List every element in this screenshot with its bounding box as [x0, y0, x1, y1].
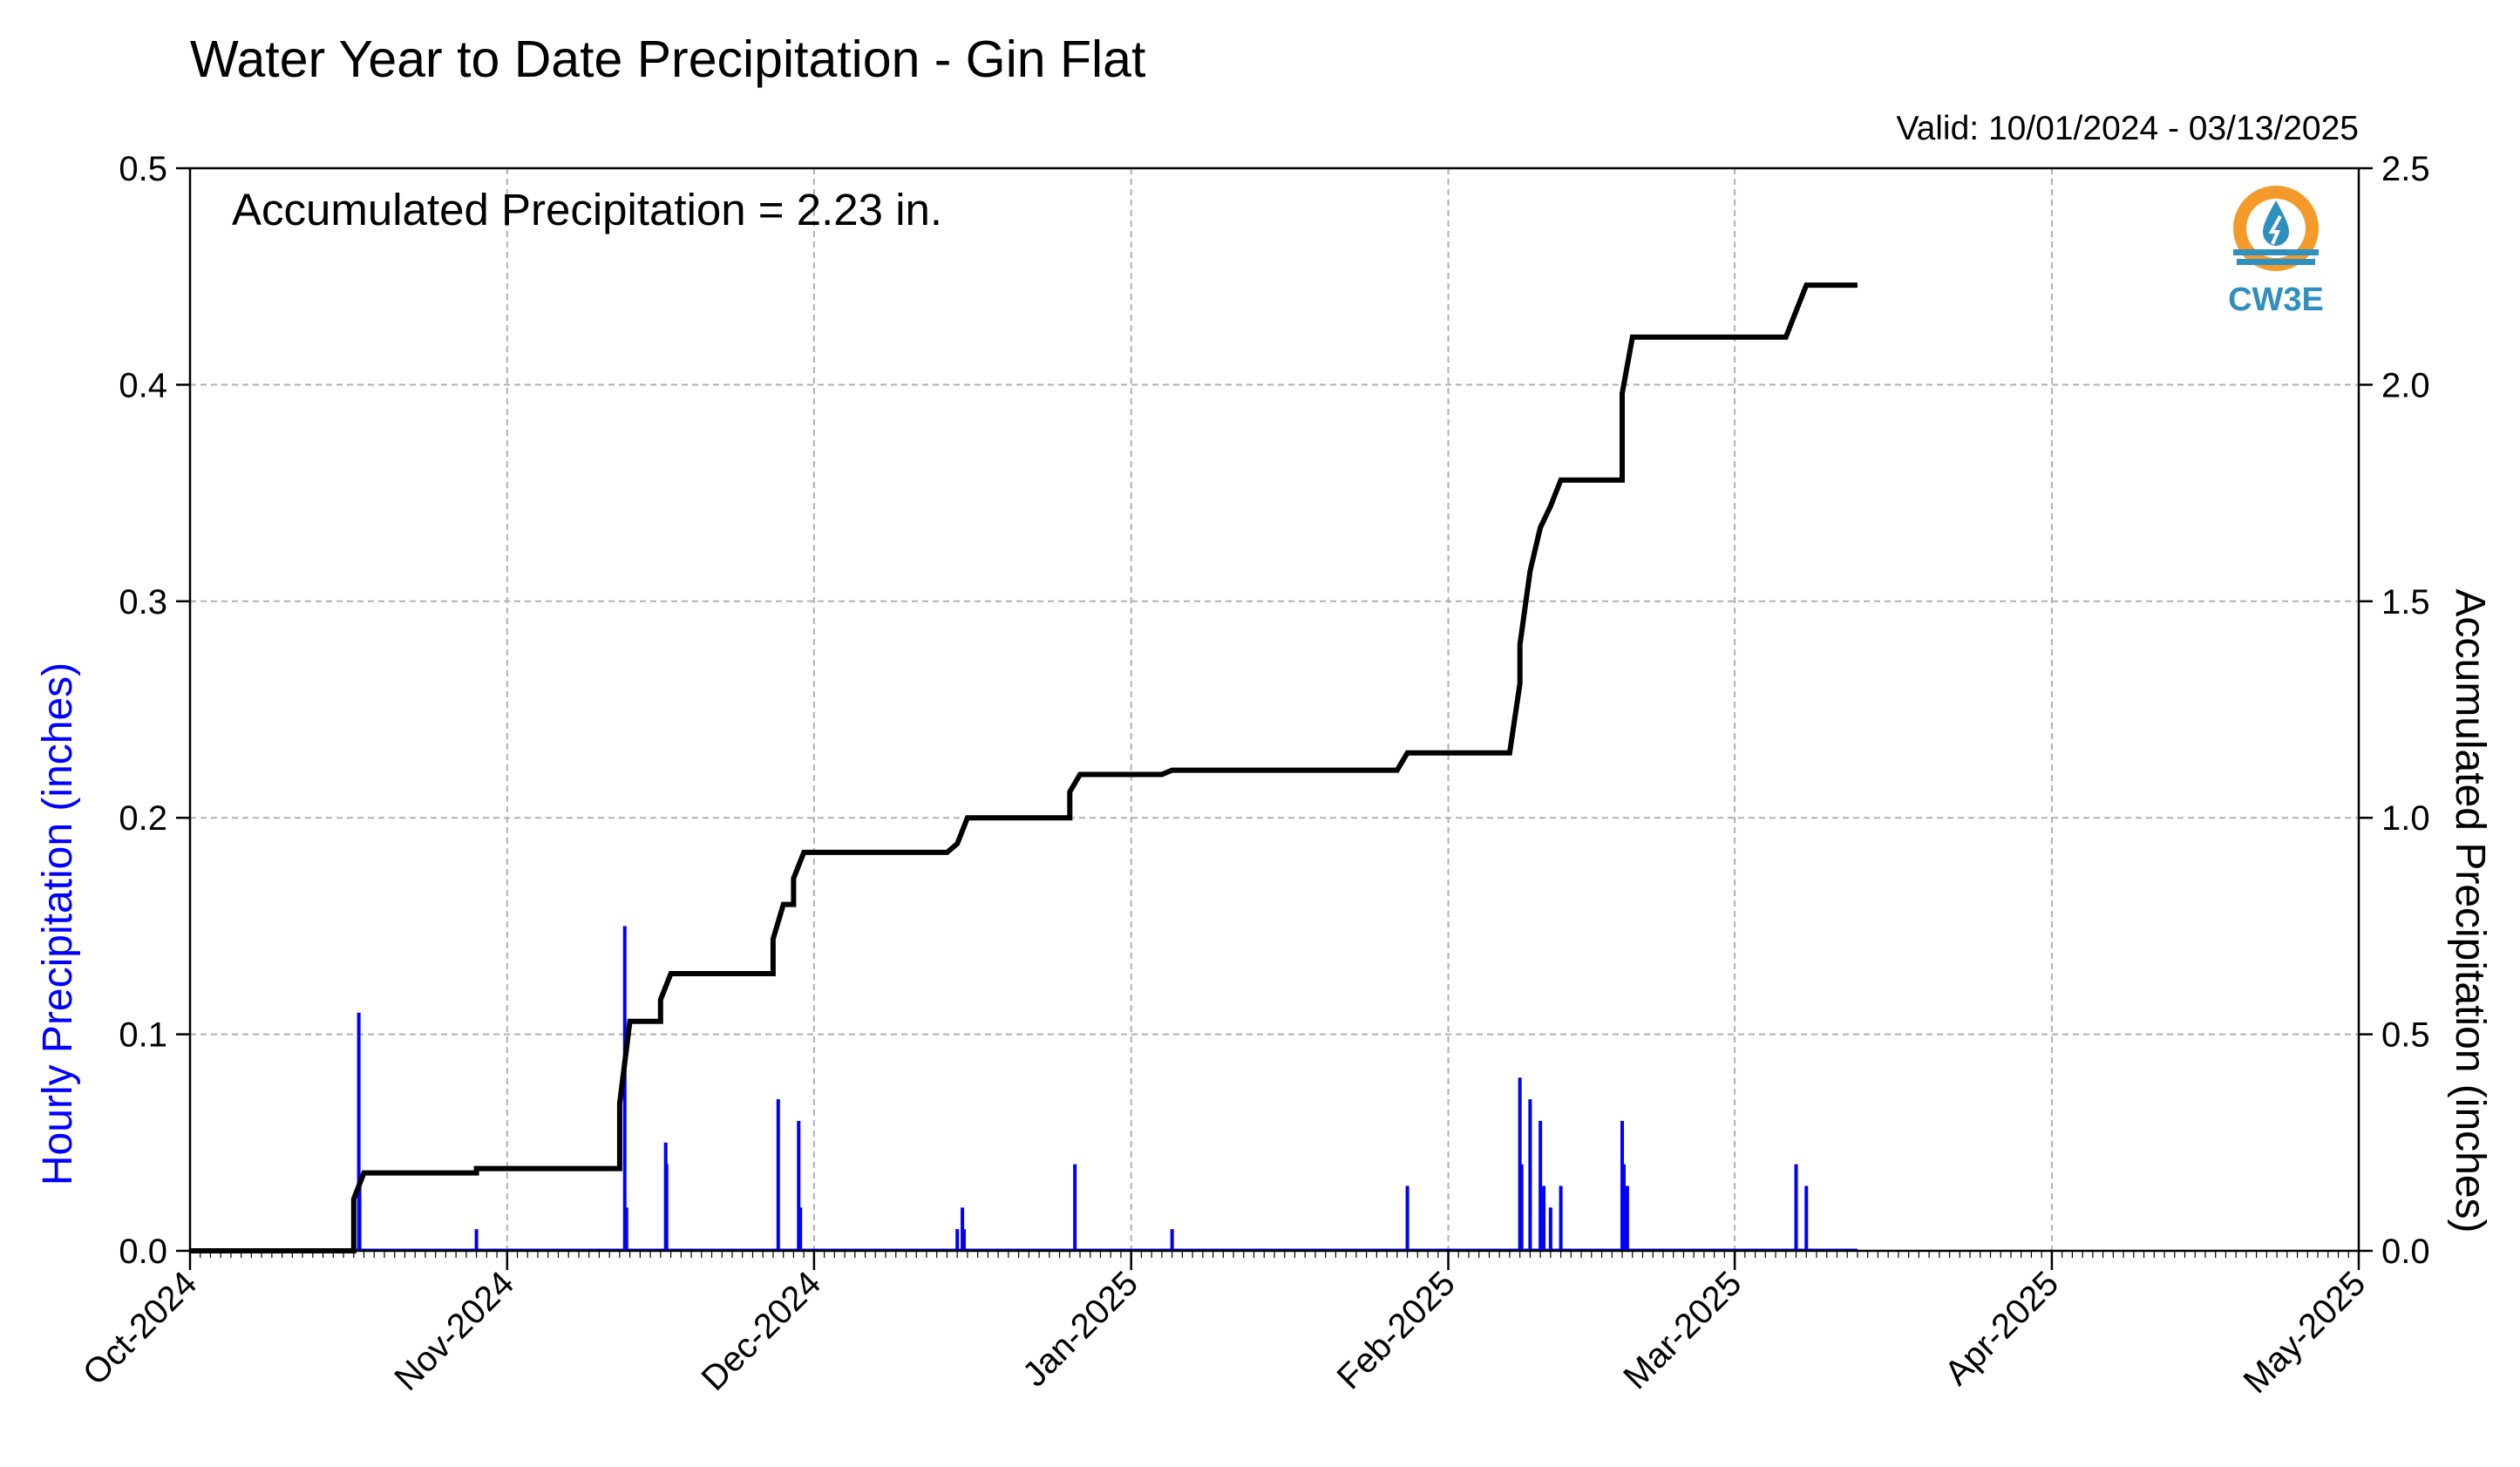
- x-tick-label: Dec-2024: [694, 1264, 828, 1398]
- left-y-tick-label: 0.3: [119, 583, 167, 621]
- hourly-precip-bar: [776, 1099, 780, 1251]
- right-y-tick-label: 0.5: [2381, 1016, 2430, 1055]
- logo-wave-1: [2233, 249, 2319, 255]
- valid-range-label: Valid: 10/01/2024 - 03/13/2025: [1896, 110, 2359, 147]
- hourly-precip-bar: [1519, 1164, 1524, 1251]
- left-y-tick-label: 0.2: [119, 799, 167, 838]
- grid: [190, 168, 2359, 1251]
- logo-wave-2: [2237, 259, 2315, 265]
- left-y-tick-label: 0.4: [119, 366, 167, 404]
- hourly-precip-bar: [1538, 1120, 1543, 1251]
- hourly-precip-bar: [474, 1229, 479, 1251]
- hourly-precip-bar: [624, 1207, 628, 1251]
- hourly-precip-bar: [1073, 1164, 1077, 1251]
- x-tick-label: May-2025: [2236, 1264, 2373, 1401]
- cw3e-logo: CW3E: [2228, 186, 2324, 318]
- hourly-precip-bar: [1170, 1229, 1174, 1251]
- x-tick-label: Jan-2025: [1015, 1264, 1145, 1394]
- logo-text: CW3E: [2228, 282, 2324, 318]
- accumulated-total-annotation: Accumulated Precipitation = 2.23 in.: [232, 185, 942, 234]
- left-y-tick-label: 0.1: [119, 1016, 167, 1055]
- axes: 0.0 0.1 0.2 0.3 0.4 0.5 0.0 0.5 1.0 1.5 2.0 2.5 Oct-…: [76, 150, 2430, 1401]
- chart-title: Water Year to Date Precipitation - Gin F…: [190, 31, 1145, 88]
- hourly-precip-bar: [1621, 1164, 1626, 1251]
- x-tick-label: Mar-2025: [1616, 1264, 1749, 1396]
- right-y-tick-label: 0.0: [2381, 1233, 2430, 1271]
- x-tick-label: Oct-2024: [76, 1264, 204, 1392]
- right-y-tick-label: 1.0: [2381, 799, 2430, 838]
- hourly-precip-bar: [1528, 1099, 1532, 1251]
- right-y-tick-label: 2.0: [2381, 366, 2430, 404]
- logo-mark-icon: [2268, 215, 2282, 245]
- left-y-tick-label: 0.5: [119, 150, 167, 188]
- hourly-precip-bar: [962, 1229, 967, 1251]
- hourly-precip-bar: [664, 1164, 669, 1251]
- hourly-precip-bar: [1548, 1207, 1552, 1251]
- hourly-precip-bar: [1625, 1185, 1629, 1251]
- hourly-precip-bar: [1559, 1185, 1563, 1251]
- hourly-precip-bar: [1804, 1185, 1809, 1251]
- x-tick-label: Apr-2025: [1938, 1264, 2066, 1392]
- hourly-precip-bar: [961, 1207, 965, 1251]
- hourly-precip-bar: [798, 1207, 803, 1251]
- hourly-precip-bar: [622, 926, 627, 1251]
- hourly-precip-bars: [190, 926, 1858, 1252]
- right-y-tick-label: 2.5: [2381, 150, 2430, 188]
- hourly-precip-bar: [1542, 1185, 1546, 1251]
- left-axis-label: Hourly Precipitation (inches): [35, 662, 81, 1185]
- x-tick-label: Feb-2025: [1330, 1264, 1463, 1396]
- hourly-precip-bar: [1794, 1164, 1798, 1251]
- right-y-tick-label: 1.5: [2381, 583, 2430, 621]
- right-axis-label: Accumulated Precipitation (inches): [2447, 588, 2493, 1233]
- plot-frame: [188, 166, 2360, 1253]
- accumulated-line-layer: [190, 282, 1858, 1253]
- hourly-precip-bar: [797, 1120, 801, 1251]
- hourly-precip-bar: [357, 1185, 362, 1251]
- hourly-precip-bar: [357, 1012, 361, 1251]
- hourly-precip-bar: [955, 1229, 960, 1251]
- accumulated-precip-line: [190, 282, 1858, 1253]
- x-tick-label: Nov-2024: [387, 1264, 521, 1398]
- left-y-tick-label: 0.0: [119, 1233, 167, 1271]
- hourly-precip-bar: [1405, 1185, 1409, 1251]
